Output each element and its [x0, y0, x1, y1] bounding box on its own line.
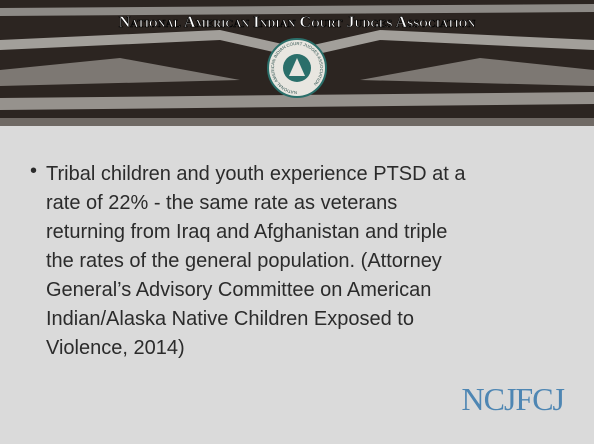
bullet-line: Tribal children and youth experience PTS…: [46, 160, 465, 189]
header-title: National American Indian Court Judges As…: [119, 14, 476, 31]
bullet-line: Violence, 2014): [46, 334, 185, 363]
bullet-line: returning from Iraq and Afghanistan and …: [46, 218, 447, 247]
slide: National American Indian Court Judges As…: [0, 0, 594, 444]
header-banner: National American Indian Court Judges As…: [0, 0, 594, 130]
bullet-line: rate of 22% - the same rate as veterans: [46, 189, 397, 218]
bullet-line: Indian/Alaska Native Children Exposed to: [46, 305, 414, 334]
ncjfcj-logo: NCJFCJ: [462, 381, 565, 418]
bullet-dot: •: [30, 160, 37, 183]
bullet-line: General’s Advisory Committee on American: [46, 276, 431, 305]
bullet-line: the rates of the general population. (At…: [46, 247, 442, 276]
